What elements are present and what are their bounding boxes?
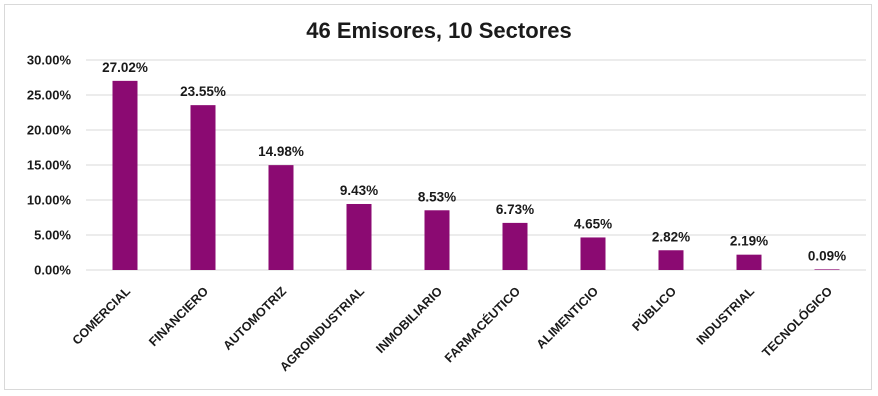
category-label: INDUSTRIAL bbox=[694, 284, 758, 348]
y-tick-label: 15.00% bbox=[27, 158, 72, 173]
category-label: AUTOMOTRIZ bbox=[220, 284, 289, 353]
category-label: TECNOLÓGICO bbox=[759, 283, 836, 360]
data-label: 23.55% bbox=[180, 84, 226, 99]
bar bbox=[112, 80, 138, 270]
bar bbox=[346, 203, 372, 270]
bar bbox=[424, 210, 450, 270]
category-label: INMOBILIARIO bbox=[373, 284, 445, 356]
chart-title: 46 Emisores, 10 Sectores bbox=[306, 18, 572, 43]
data-label: 27.02% bbox=[102, 60, 148, 75]
y-tick-label: 30.00% bbox=[27, 53, 72, 68]
y-axis: 0.00% 5.00% 10.00% 15.00% 20.00% 25.00% 30.00% bbox=[27, 53, 72, 278]
category-label: FINANCIERO bbox=[146, 284, 211, 349]
bar bbox=[190, 105, 216, 271]
bar bbox=[580, 237, 606, 270]
category-label: FARMACÉUTICO bbox=[441, 283, 523, 365]
grid-lines bbox=[86, 59, 866, 271]
bars bbox=[112, 80, 840, 271]
data-label: 9.43% bbox=[340, 183, 378, 198]
y-tick-label: 10.00% bbox=[27, 193, 72, 208]
data-label: 2.82% bbox=[652, 229, 690, 244]
data-label: 14.98% bbox=[258, 144, 304, 159]
x-axis: COMERCIAL FINANCIERO AUTOMOTRIZAGROINDUSTR… bbox=[70, 283, 836, 374]
category-label: PÚBLICO bbox=[629, 283, 680, 334]
data-labels: 27.02% 23.55% 14.98% 9.43% 8.53% 6.73% 4.65% 2.… bbox=[102, 60, 846, 264]
category-label: COMERCIAL bbox=[70, 284, 134, 348]
y-tick-label: 25.00% bbox=[27, 88, 72, 103]
data-label: 4.65% bbox=[574, 216, 612, 231]
data-label: 0.09% bbox=[808, 248, 846, 263]
bar bbox=[814, 269, 840, 270]
data-label: 6.73% bbox=[496, 202, 534, 217]
bar bbox=[736, 254, 762, 270]
y-tick-label: 0.00% bbox=[34, 263, 71, 278]
y-tick-label: 5.00% bbox=[34, 228, 71, 243]
data-label: 8.53% bbox=[418, 189, 456, 204]
bar bbox=[502, 222, 528, 270]
category-label: ALIMENTICIO bbox=[534, 284, 602, 352]
y-tick-label: 20.00% bbox=[27, 123, 72, 138]
data-label: 2.19% bbox=[730, 234, 768, 249]
bar bbox=[268, 165, 294, 270]
category-label: AGROINDUSTRIAL bbox=[277, 284, 367, 374]
bar bbox=[658, 250, 684, 270]
chart-frame bbox=[4, 4, 872, 390]
